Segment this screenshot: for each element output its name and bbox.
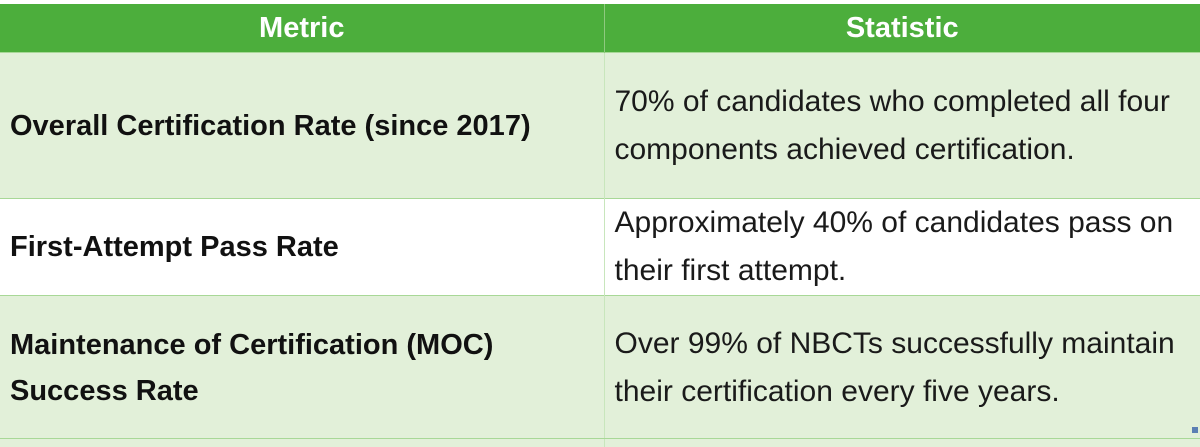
metric-cell[interactable]: Maintenance of Certification (MOC) Succe… bbox=[0, 295, 605, 439]
table-row: First-Attempt Pass Rate Approximately 40… bbox=[0, 198, 1200, 296]
statistic-cell[interactable]: Over 99% of NBCTs successfully maintain … bbox=[604, 295, 1200, 439]
statistic-cell[interactable]: 70% of candidates who completed all four… bbox=[604, 52, 1200, 199]
fill-handle[interactable] bbox=[1192, 427, 1198, 433]
header-metric[interactable]: Metric bbox=[0, 4, 605, 53]
top-border bbox=[0, 0, 1200, 4]
table-row: Overall Certification Rate (since 2017) … bbox=[0, 52, 1200, 199]
metric-cell[interactable]: First-Attempt Pass Rate bbox=[0, 198, 605, 296]
next-row-partial bbox=[0, 438, 1200, 447]
column-divider bbox=[604, 439, 605, 447]
header-row: Metric Statistic bbox=[0, 4, 1200, 53]
header-statistic[interactable]: Statistic bbox=[604, 4, 1200, 53]
statistic-cell[interactable]: Approximately 40% of candidates pass on … bbox=[604, 198, 1200, 296]
statistics-table: Metric Statistic Overall Certification R… bbox=[0, 4, 1200, 439]
table-row: Maintenance of Certification (MOC) Succe… bbox=[0, 295, 1200, 439]
metric-cell[interactable]: Overall Certification Rate (since 2017) bbox=[0, 52, 605, 199]
